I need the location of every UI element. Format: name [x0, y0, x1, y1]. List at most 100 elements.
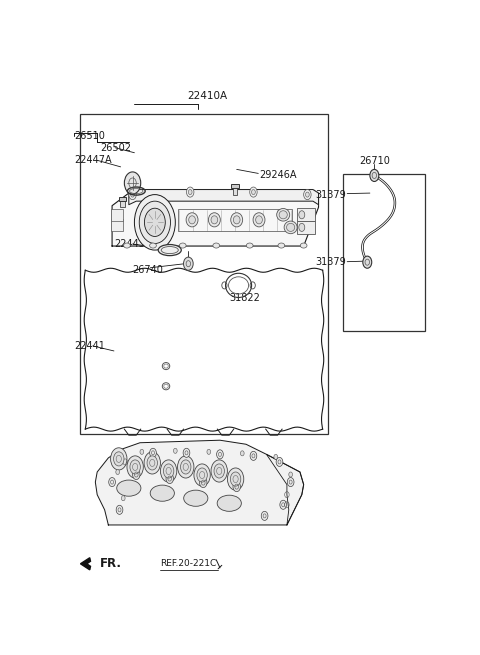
Ellipse shape: [186, 213, 198, 227]
Text: 26510: 26510: [74, 130, 105, 141]
Circle shape: [116, 505, 123, 514]
Circle shape: [110, 448, 127, 470]
Circle shape: [140, 449, 144, 455]
Text: 29246A: 29246A: [259, 170, 297, 180]
Circle shape: [250, 451, 257, 460]
Circle shape: [363, 256, 372, 269]
Circle shape: [124, 172, 141, 194]
Text: 22447A: 22447A: [74, 155, 112, 165]
Ellipse shape: [150, 243, 156, 248]
Circle shape: [121, 496, 125, 500]
Polygon shape: [96, 440, 304, 525]
Ellipse shape: [180, 243, 186, 248]
Circle shape: [129, 189, 136, 200]
Circle shape: [150, 448, 156, 457]
Ellipse shape: [233, 215, 240, 224]
Ellipse shape: [246, 243, 253, 248]
Circle shape: [109, 477, 115, 487]
Circle shape: [178, 456, 194, 478]
Circle shape: [197, 468, 207, 482]
Circle shape: [144, 452, 160, 474]
Bar: [120, 198, 125, 207]
Circle shape: [194, 464, 210, 486]
Circle shape: [216, 450, 223, 459]
Circle shape: [131, 192, 134, 197]
Ellipse shape: [117, 480, 141, 496]
Ellipse shape: [211, 215, 218, 224]
Circle shape: [163, 464, 174, 478]
Circle shape: [188, 189, 192, 195]
Ellipse shape: [256, 215, 263, 224]
Ellipse shape: [184, 490, 208, 506]
Bar: [111, 219, 123, 231]
Bar: [81, 114, 328, 434]
Bar: [111, 209, 123, 221]
Bar: [343, 174, 424, 331]
Circle shape: [252, 189, 255, 195]
Bar: [233, 185, 237, 195]
Text: 26710: 26710: [359, 157, 390, 166]
Ellipse shape: [217, 495, 241, 512]
Text: 26502: 26502: [100, 143, 131, 153]
Circle shape: [200, 477, 207, 487]
Circle shape: [183, 257, 193, 271]
Ellipse shape: [213, 243, 219, 248]
Ellipse shape: [253, 213, 265, 227]
Ellipse shape: [276, 208, 290, 221]
Circle shape: [276, 457, 283, 466]
Circle shape: [305, 192, 309, 197]
Ellipse shape: [208, 213, 220, 227]
Ellipse shape: [300, 243, 307, 248]
Ellipse shape: [278, 243, 285, 248]
Circle shape: [250, 187, 257, 197]
Text: 31379: 31379: [316, 189, 347, 200]
Circle shape: [116, 470, 120, 474]
Circle shape: [299, 223, 305, 231]
Text: 22410A: 22410A: [187, 91, 227, 102]
Circle shape: [289, 472, 292, 477]
Bar: [178, 209, 292, 231]
Ellipse shape: [279, 211, 288, 219]
Circle shape: [180, 460, 191, 474]
Polygon shape: [81, 558, 91, 570]
Circle shape: [230, 472, 241, 486]
Polygon shape: [129, 189, 319, 204]
Circle shape: [299, 211, 305, 219]
Text: REF.20-221C: REF.20-221C: [160, 559, 216, 569]
Ellipse shape: [287, 223, 295, 231]
Bar: [297, 208, 315, 221]
Bar: [231, 183, 239, 187]
Circle shape: [233, 481, 240, 492]
Bar: [119, 197, 126, 201]
Circle shape: [147, 456, 157, 470]
Circle shape: [166, 474, 173, 483]
Text: 22441: 22441: [74, 341, 105, 351]
Ellipse shape: [284, 221, 297, 234]
Circle shape: [130, 460, 140, 474]
Circle shape: [274, 455, 277, 459]
Text: 31379: 31379: [316, 257, 347, 267]
Text: 31822: 31822: [229, 293, 260, 303]
Text: FR.: FR.: [100, 557, 122, 571]
Ellipse shape: [150, 485, 174, 501]
Circle shape: [186, 187, 194, 197]
Circle shape: [280, 500, 287, 510]
Circle shape: [207, 449, 211, 455]
Circle shape: [183, 448, 190, 457]
Ellipse shape: [189, 215, 195, 224]
Circle shape: [127, 456, 144, 478]
Circle shape: [114, 452, 124, 466]
Circle shape: [304, 189, 311, 200]
Circle shape: [261, 512, 268, 521]
Circle shape: [240, 451, 244, 456]
Circle shape: [211, 460, 228, 482]
Text: 26740: 26740: [132, 265, 163, 275]
Circle shape: [144, 208, 165, 236]
Text: 22443B: 22443B: [114, 239, 152, 249]
Circle shape: [173, 448, 177, 453]
Ellipse shape: [158, 244, 181, 255]
Bar: [297, 221, 315, 234]
Circle shape: [214, 464, 225, 478]
Circle shape: [132, 470, 140, 479]
Ellipse shape: [231, 213, 243, 227]
